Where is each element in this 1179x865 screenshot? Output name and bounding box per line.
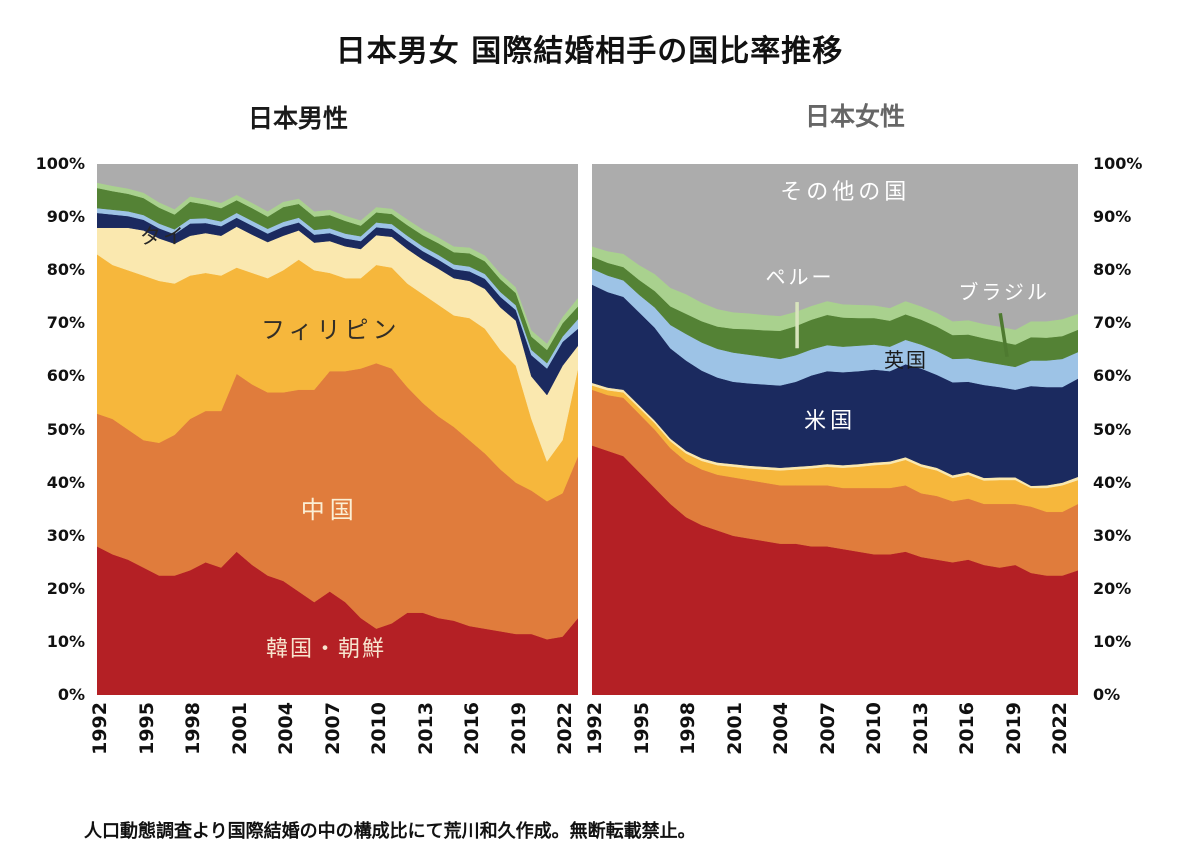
x-tick-men-2001: 2001 [228,702,251,755]
uk-label: 英国 [883,347,928,372]
men-area-others [97,164,578,344]
y-tick-right-0: 0% [1093,685,1121,704]
y-tick-right-30: 30% [1093,525,1132,545]
x-tick-women-2016: 2016 [956,702,978,755]
y-tick-right-70: 70% [1093,313,1132,333]
y-tick-right-40: 40% [1093,472,1132,492]
x-tick-men-2007: 2007 [321,702,344,755]
women-area-others [592,164,1078,330]
x-tick-men-2022: 2022 [554,702,576,755]
y-tick-left-60: 60% [46,366,85,386]
others-label: その他の国 [780,180,911,206]
x-tick-men-1995: 1995 [135,702,158,755]
chart-men-canvas [97,164,578,695]
y-tick-right-10: 10% [1093,631,1132,651]
x-tick-women-2004: 2004 [770,702,792,755]
x-tick-women-1998: 1998 [677,702,699,755]
subtitle-japanese-men: 日本男性 [247,104,349,133]
y-tick-right-60: 60% [1093,366,1132,386]
y-tick-left-0: 0% [57,685,85,704]
x-tick-men-1992: 1992 [89,702,111,755]
x-tick-women-2007: 2007 [816,702,839,755]
x-tick-men-2010: 2010 [368,702,390,755]
y-tick-left-90: 90% [46,207,85,227]
x-tick-women-2022: 2022 [1049,702,1071,755]
y-tick-right-20: 20% [1093,578,1132,598]
brazil-label-callout-line [998,312,1009,358]
y-tick-right-90: 90% [1093,207,1132,227]
x-tick-men-2019: 2019 [507,702,530,755]
y-tick-left-30: 30% [46,525,85,545]
philippines-label: フィリピン [261,316,401,345]
chart-women-canvas [592,164,1078,695]
x-tick-women-2010: 2010 [863,702,885,755]
y-tick-left-10: 10% [46,631,85,651]
x-tick-women-2001: 2001 [723,702,746,755]
x-tick-women-2019: 2019 [1002,702,1025,755]
x-tick-women-1995: 1995 [630,702,653,755]
x-tick-men-2004: 2004 [275,702,297,755]
y-tick-left-80: 80% [46,260,85,280]
y-tick-left-40: 40% [46,472,85,492]
y-tick-right-80: 80% [1093,260,1132,280]
x-tick-men-2013: 2013 [414,702,437,755]
subtitle-japanese-women: 日本女性 [804,102,906,131]
x-tick-women-2013: 2013 [909,702,932,755]
stacked-area-chart-men: タイフィリピン中国韓国・朝鮮 [97,164,578,695]
x-tick-men-1998: 1998 [182,702,204,755]
stacked-area-chart-women: その他の国ペルーブラジル英国米国 [592,164,1078,695]
y-tick-left-100: 100% [35,154,85,173]
brazil-label: ブラジル [958,279,1050,304]
x-tick-women-1992: 1992 [584,702,606,755]
y-tick-right-50: 50% [1093,419,1132,439]
x-tick-men-2016: 2016 [461,702,483,755]
thailand-label: タイ [139,224,186,249]
y-tick-left-70: 70% [46,313,85,333]
usa-label: 米国 [804,409,857,435]
china-label: 中国 [300,496,359,525]
y-tick-right-100: 100% [1093,154,1143,173]
y-tick-left-20: 20% [46,578,85,598]
page-title: 日本男女 国際結婚相手の国比率推移 [335,34,844,69]
y-tick-left-50: 50% [46,419,85,439]
korea-label: 韓国・朝鮮 [265,636,386,662]
source-note: 人口動態調査より国際結婚の中の構成比にて荒川和久作成。無断転載禁止。 [84,821,696,842]
peru-label: ペルー [765,265,835,290]
